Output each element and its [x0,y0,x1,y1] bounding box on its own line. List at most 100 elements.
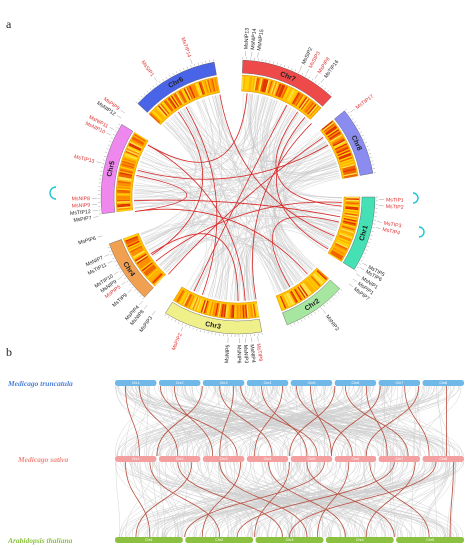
grey-collinear-link [145,385,274,457]
heat-cell [117,198,131,200]
heat-cell [345,207,359,211]
grey-link [192,96,222,291]
heat-cell [196,298,203,312]
heat-cell [186,294,194,308]
heat-cell [207,79,212,93]
heat-cell [335,144,348,152]
red-link [134,208,308,275]
heat-cell [120,164,134,170]
grey-link [134,195,190,245]
heat-cell [183,88,191,101]
grey-collinear-link [179,461,322,538]
heat-cell [133,135,146,143]
grey-link [140,221,306,277]
heat-cell [325,126,338,136]
heat-cell [178,291,187,304]
heat-cell [310,106,320,118]
grey-collinear-link [423,461,447,538]
heat-cell [301,283,311,295]
grey-link [165,122,291,287]
heat-cell [311,107,321,119]
chromosome-bar [290,380,333,386]
red-link [151,111,204,256]
red-collinear-link [254,385,283,457]
grey-link [213,95,327,162]
heat-cell [124,233,137,240]
heat-cell [188,295,195,308]
heat-cell [127,145,141,153]
grey-collinear-link [159,385,194,457]
tandem-bracket-right-2 [418,226,425,238]
heat-cell [306,103,316,115]
grey-link [214,155,334,299]
grey-collinear-link [264,385,426,457]
tick-mark [349,114,352,117]
red-collinear-link [219,385,273,457]
grey-collinear-link [385,385,392,457]
heat-cell [163,100,173,112]
heat-cell [314,272,325,283]
heat-cell [118,176,132,180]
heat-cell [236,304,239,319]
grey-collinear-link [275,461,398,538]
heat-cell [254,303,258,317]
red-link [272,216,340,288]
heat-cell [167,98,176,110]
chromosome-bar [334,456,377,462]
grey-collinear-link [353,385,463,457]
heat-cell [263,79,269,93]
heat-cell [341,225,355,231]
heat-cell [204,80,210,94]
heat-cell [339,156,353,163]
grey-collinear-link [347,385,363,457]
heat-cell [216,303,220,317]
heat-cell [258,78,263,92]
gene-tick [362,263,368,266]
chromosome-bar-label: Chr8 [439,381,447,385]
heat-cell [286,88,294,101]
heat-cell [322,122,334,132]
heat-cell [252,77,256,91]
chromosome-bar-label: Chr2 [215,538,223,542]
grey-collinear-link [189,385,363,457]
heat-cell [341,226,355,232]
grey-collinear-link [134,461,348,538]
grey-collinear-link [290,461,416,538]
heat-cell [295,94,304,107]
grey-link [174,114,224,300]
grey-collinear-link [288,461,424,538]
heat-cell [117,203,131,206]
heat-cell [291,290,300,302]
heat-cell [123,156,137,163]
tick-mark [370,234,373,236]
red-collinear-link [310,385,332,457]
heat-cell [247,76,250,90]
heat-cell [271,81,277,95]
heat-cell [126,148,140,155]
heat-cell [277,297,284,310]
chromosome-bar [158,380,201,386]
chromosome-ticks [98,57,378,337]
heat-cell [177,91,185,104]
heat-cell [342,166,356,172]
heat-cell [135,254,148,263]
tick-mark [308,76,310,79]
heat-cell [217,303,222,317]
heat-cell [339,233,352,239]
tick-mark [323,305,326,307]
tick-mark [318,83,320,85]
grey-collinear-link [214,385,446,457]
grey-collinear-link [140,461,148,538]
heat-cell [117,202,131,205]
tick-mark [131,286,134,289]
grey-link [159,109,295,266]
red-collinear-link [135,461,193,538]
heat-cell [117,185,131,188]
heat-cell [149,270,160,281]
grey-collinear-link [262,461,290,538]
grey-link [229,208,342,301]
grey-collinear-link [176,461,412,538]
tick-mark [298,71,300,74]
tick-mark [330,92,332,95]
heat-cell [308,104,318,116]
